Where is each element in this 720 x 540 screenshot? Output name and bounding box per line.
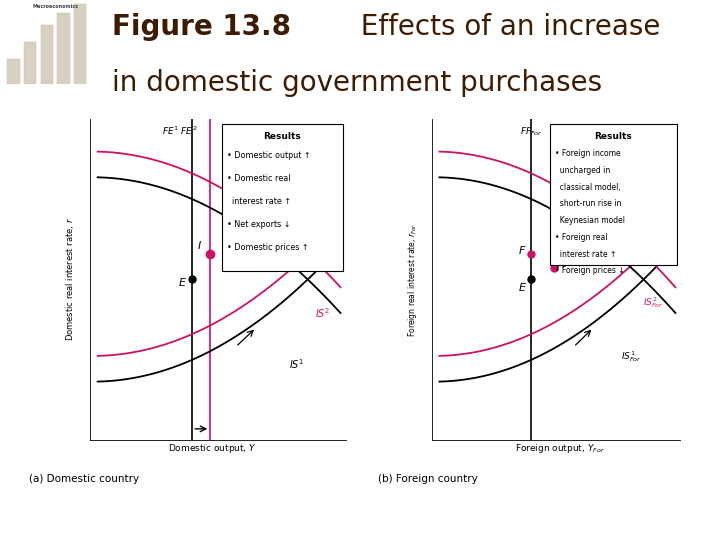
FancyBboxPatch shape: [222, 124, 343, 272]
Text: Macroeconomics: Macroeconomics: [33, 4, 78, 9]
Text: Keynesian model: Keynesian model: [555, 216, 625, 225]
Text: $IS^2$: $IS^2$: [315, 306, 330, 320]
Text: interest rate ↑: interest rate ↑: [227, 197, 291, 206]
Text: 13-64: 13-64: [677, 520, 709, 530]
Text: $F$: $F$: [518, 244, 526, 256]
Text: $IS^2_{For}$: $IS^2_{For}$: [643, 295, 664, 309]
Bar: [7, 58, 19, 84]
Text: Results: Results: [264, 132, 301, 140]
Text: $LM^1$: $LM^1$: [307, 165, 328, 179]
Text: classical model,: classical model,: [555, 183, 621, 192]
Text: Results: Results: [595, 132, 632, 140]
Text: • Foreign real: • Foreign real: [555, 233, 608, 242]
Text: Domestic real interest rate, $r$: Domestic real interest rate, $r$: [63, 218, 76, 341]
Text: Figure 13.8: Figure 13.8: [112, 12, 291, 40]
Text: $I$: $I$: [197, 239, 202, 251]
Text: • Domestic output ↑: • Domestic output ↑: [227, 151, 310, 160]
Text: uncharged in: uncharged in: [555, 166, 611, 175]
Text: Foreign real interest rate, $r_{For}$: Foreign real interest rate, $r_{For}$: [405, 222, 418, 336]
Text: • Foreign prices ↓: • Foreign prices ↓: [555, 266, 624, 275]
Bar: [41, 25, 53, 84]
Text: (b) Foreign country: (b) Foreign country: [378, 474, 478, 484]
Text: Effects of an increase: Effects of an increase: [343, 12, 660, 40]
Text: (a) Domestic country: (a) Domestic country: [29, 474, 139, 484]
Text: short-run rise in: short-run rise in: [555, 199, 621, 208]
Text: $E$: $E$: [178, 276, 187, 288]
Bar: [58, 12, 70, 84]
Text: $FE^1\ FE^2$: $FE^1\ FE^2$: [161, 124, 197, 137]
Bar: [24, 42, 36, 84]
Text: $IS^1$: $IS^1$: [289, 357, 305, 372]
Text: $H$: $H$: [557, 258, 566, 270]
Text: interest rate ↑: interest rate ↑: [555, 249, 616, 259]
Text: • Foreign income: • Foreign income: [555, 150, 621, 158]
Bar: [74, 4, 86, 84]
Text: $LM^1_{For}$: $LM^1_{For}$: [626, 179, 651, 194]
Text: $LM^2_{For}$: $LM^2_{For}$: [601, 140, 626, 156]
Text: $IS^1_{For}$: $IS^1_{For}$: [621, 349, 642, 364]
FancyBboxPatch shape: [550, 124, 677, 265]
Text: in domestic government purchases: in domestic government purchases: [112, 69, 602, 97]
Text: $LM^2$: $LM^2$: [282, 139, 302, 153]
Text: • Net exports ↓: • Net exports ↓: [227, 220, 290, 230]
Text: • Domestic real: • Domestic real: [227, 174, 290, 183]
Text: Domestic output, $Y$: Domestic output, $Y$: [168, 442, 257, 455]
Text: • Domestic prices ↑: • Domestic prices ↑: [227, 244, 308, 253]
Text: Foreign output, $Y_{For}$: Foreign output, $Y_{For}$: [515, 442, 606, 455]
Text: $E$: $E$: [518, 281, 527, 293]
Text: $FF_{For}$: $FF_{For}$: [520, 126, 543, 138]
Text: Copyright ©2014 Pearson Education: Copyright ©2014 Pearson Education: [11, 520, 215, 530]
